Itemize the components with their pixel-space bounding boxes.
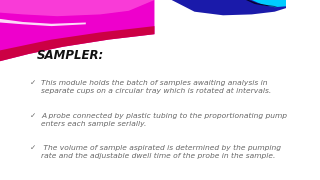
Polygon shape — [0, 0, 155, 61]
Polygon shape — [172, 0, 286, 15]
Text: This module holds the batch of samples awaiting analysis in
separate cups on a c: This module holds the batch of samples a… — [42, 80, 272, 94]
Text: ✓: ✓ — [30, 145, 36, 151]
Polygon shape — [0, 0, 155, 16]
Polygon shape — [246, 0, 277, 7]
Text: SAMPLER:: SAMPLER: — [37, 49, 104, 62]
Polygon shape — [0, 26, 155, 61]
Text: A probe connected by plastic tubing to the proportionating pump
enters each samp: A probe connected by plastic tubing to t… — [42, 112, 287, 127]
Polygon shape — [252, 0, 286, 7]
Polygon shape — [0, 19, 86, 26]
Text: ✓: ✓ — [30, 80, 36, 86]
Text: The volume of sample aspirated is determined by the pumping
rate and the adjusta: The volume of sample aspirated is determ… — [42, 145, 282, 159]
Text: ✓: ✓ — [30, 112, 36, 118]
